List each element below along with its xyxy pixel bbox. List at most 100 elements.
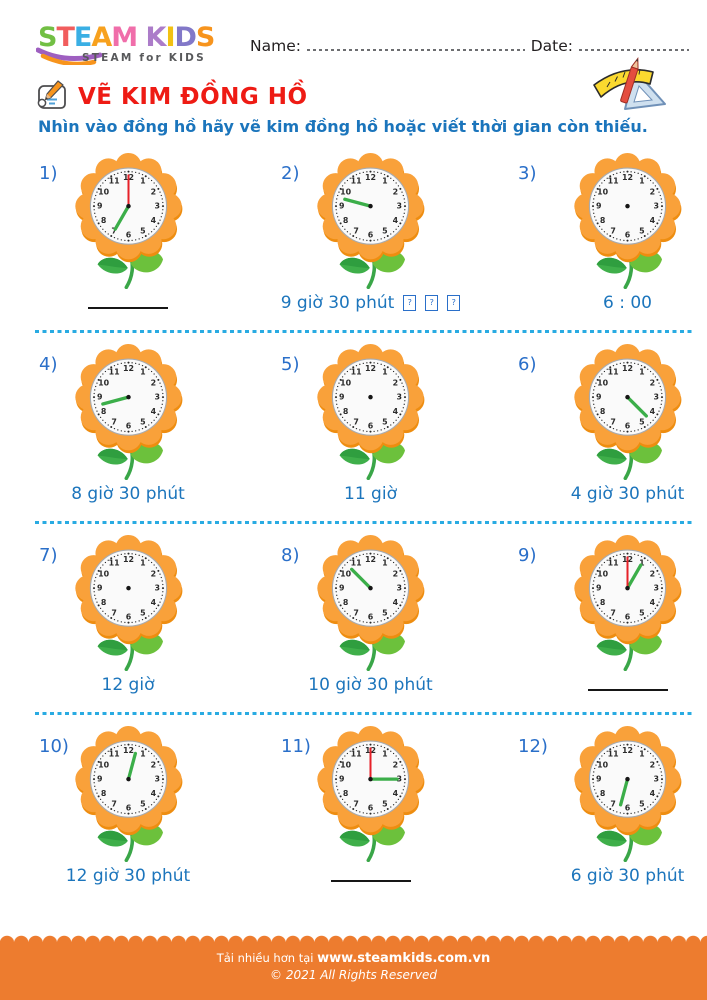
tick-dot (109, 175, 112, 178)
clock-number: 10 (597, 760, 608, 769)
footer-copyright: © 2021 All Rights Reserved (270, 968, 437, 982)
answer-blank-line (330, 880, 411, 882)
tick-dot (380, 811, 382, 813)
tick-dot (352, 616, 355, 620)
tick-dot (630, 430, 632, 433)
clock-number: 6 (125, 421, 131, 430)
tick-dot (598, 416, 601, 419)
clock-number: 12 (123, 364, 134, 373)
footer-site-url[interactable]: www.steamkids.com.vn (317, 951, 491, 966)
tick-dot (634, 239, 636, 241)
clock-number: 11 (608, 559, 619, 568)
tick-dot (152, 419, 155, 421)
clock-number: 1 (140, 177, 146, 186)
tick-dot (658, 191, 660, 193)
tick-dot (640, 555, 643, 558)
row-separator (35, 521, 695, 524)
tick-dot (392, 231, 395, 233)
tick-dot (160, 407, 162, 409)
tick-dot (366, 553, 368, 555)
tick-dot (658, 410, 660, 412)
clock-number: 8 (600, 789, 606, 798)
clock-number: 5 (382, 227, 388, 236)
tick-dot (130, 171, 133, 173)
clock-number: 2 (150, 760, 156, 769)
tick-dot (402, 385, 404, 388)
tick-dot (144, 234, 147, 238)
tick-dot (609, 366, 612, 369)
name-label: Name: (250, 37, 301, 55)
tick-dot (123, 812, 126, 815)
tick-dot (369, 743, 372, 746)
tick-dot (659, 385, 661, 388)
tick-dot (141, 427, 143, 430)
tick-dot (399, 569, 402, 572)
tick-dot (158, 219, 161, 221)
tick-dot (397, 376, 400, 378)
tick-dot (339, 413, 342, 416)
tick-dot (373, 430, 375, 433)
tick-dot (656, 413, 659, 416)
tick-dot (596, 222, 599, 225)
tick-dot (403, 205, 407, 208)
tick-dot (150, 231, 152, 233)
tick-dot (402, 598, 404, 600)
tick-dot (355, 236, 358, 239)
tick-dot (150, 561, 152, 564)
tick-dot (101, 801, 104, 803)
tick-dot (161, 400, 163, 402)
tick-dot (654, 185, 657, 187)
answer-text-value: 12 giờ (101, 675, 155, 695)
tick-dot (152, 755, 155, 757)
tick-dot (595, 573, 597, 575)
tick-dot (116, 811, 118, 813)
tick-dot (593, 580, 595, 582)
tick-dot (156, 413, 159, 416)
tick-dot (390, 750, 392, 752)
tick-dot (362, 171, 364, 174)
tick-dot (634, 362, 636, 365)
tick-dot (107, 424, 109, 426)
clock-number: 8 (343, 789, 349, 798)
tick-dot (395, 419, 397, 421)
tick-dot (386, 175, 389, 178)
tick-dot (116, 172, 118, 174)
tick-dot (397, 185, 400, 187)
clock-number: 12 (622, 746, 633, 755)
tick-dot (126, 430, 130, 433)
tick-dot (369, 552, 372, 555)
tick-dot (123, 744, 126, 746)
tick-dot (144, 616, 147, 620)
tick-dot (383, 746, 386, 749)
logo-letter: K (145, 22, 167, 53)
tick-dot (93, 580, 95, 582)
tick-dot (402, 216, 404, 218)
clock-number: 1 (382, 750, 388, 759)
left-leaf-shade (339, 257, 370, 268)
clock-number: 8 (343, 216, 349, 225)
tick-dot (93, 403, 95, 405)
clock-cell: 8) 1 2 3 4 5 6 7 8 9 10 11 12 10 giờ 30 phút (223, 532, 468, 704)
tick-dot (134, 362, 136, 365)
tick-dot (123, 239, 126, 242)
tick-dot (606, 424, 608, 426)
clock-cell: 7) 1 2 3 4 5 6 7 8 9 10 11 12 12 giờ (33, 532, 223, 704)
clock-number: 9 (339, 775, 345, 784)
answer-text: 8 giờ 30 phút (71, 484, 185, 504)
question-number: 11) (281, 736, 311, 757)
tick-dot (598, 376, 601, 378)
tick-dot (658, 382, 660, 384)
answer-text: 12 giờ (102, 675, 155, 695)
tick-dot (338, 382, 340, 384)
tick-dot (383, 809, 386, 812)
tick-dot (155, 758, 157, 760)
tick-dot (661, 774, 663, 777)
title-row: VẼ KIM ĐỒNG HỒ (34, 80, 308, 113)
tick-dot (649, 422, 652, 424)
tick-dot (134, 553, 136, 556)
logo-swoosh-icon (36, 47, 103, 65)
tick-dot (101, 182, 104, 184)
